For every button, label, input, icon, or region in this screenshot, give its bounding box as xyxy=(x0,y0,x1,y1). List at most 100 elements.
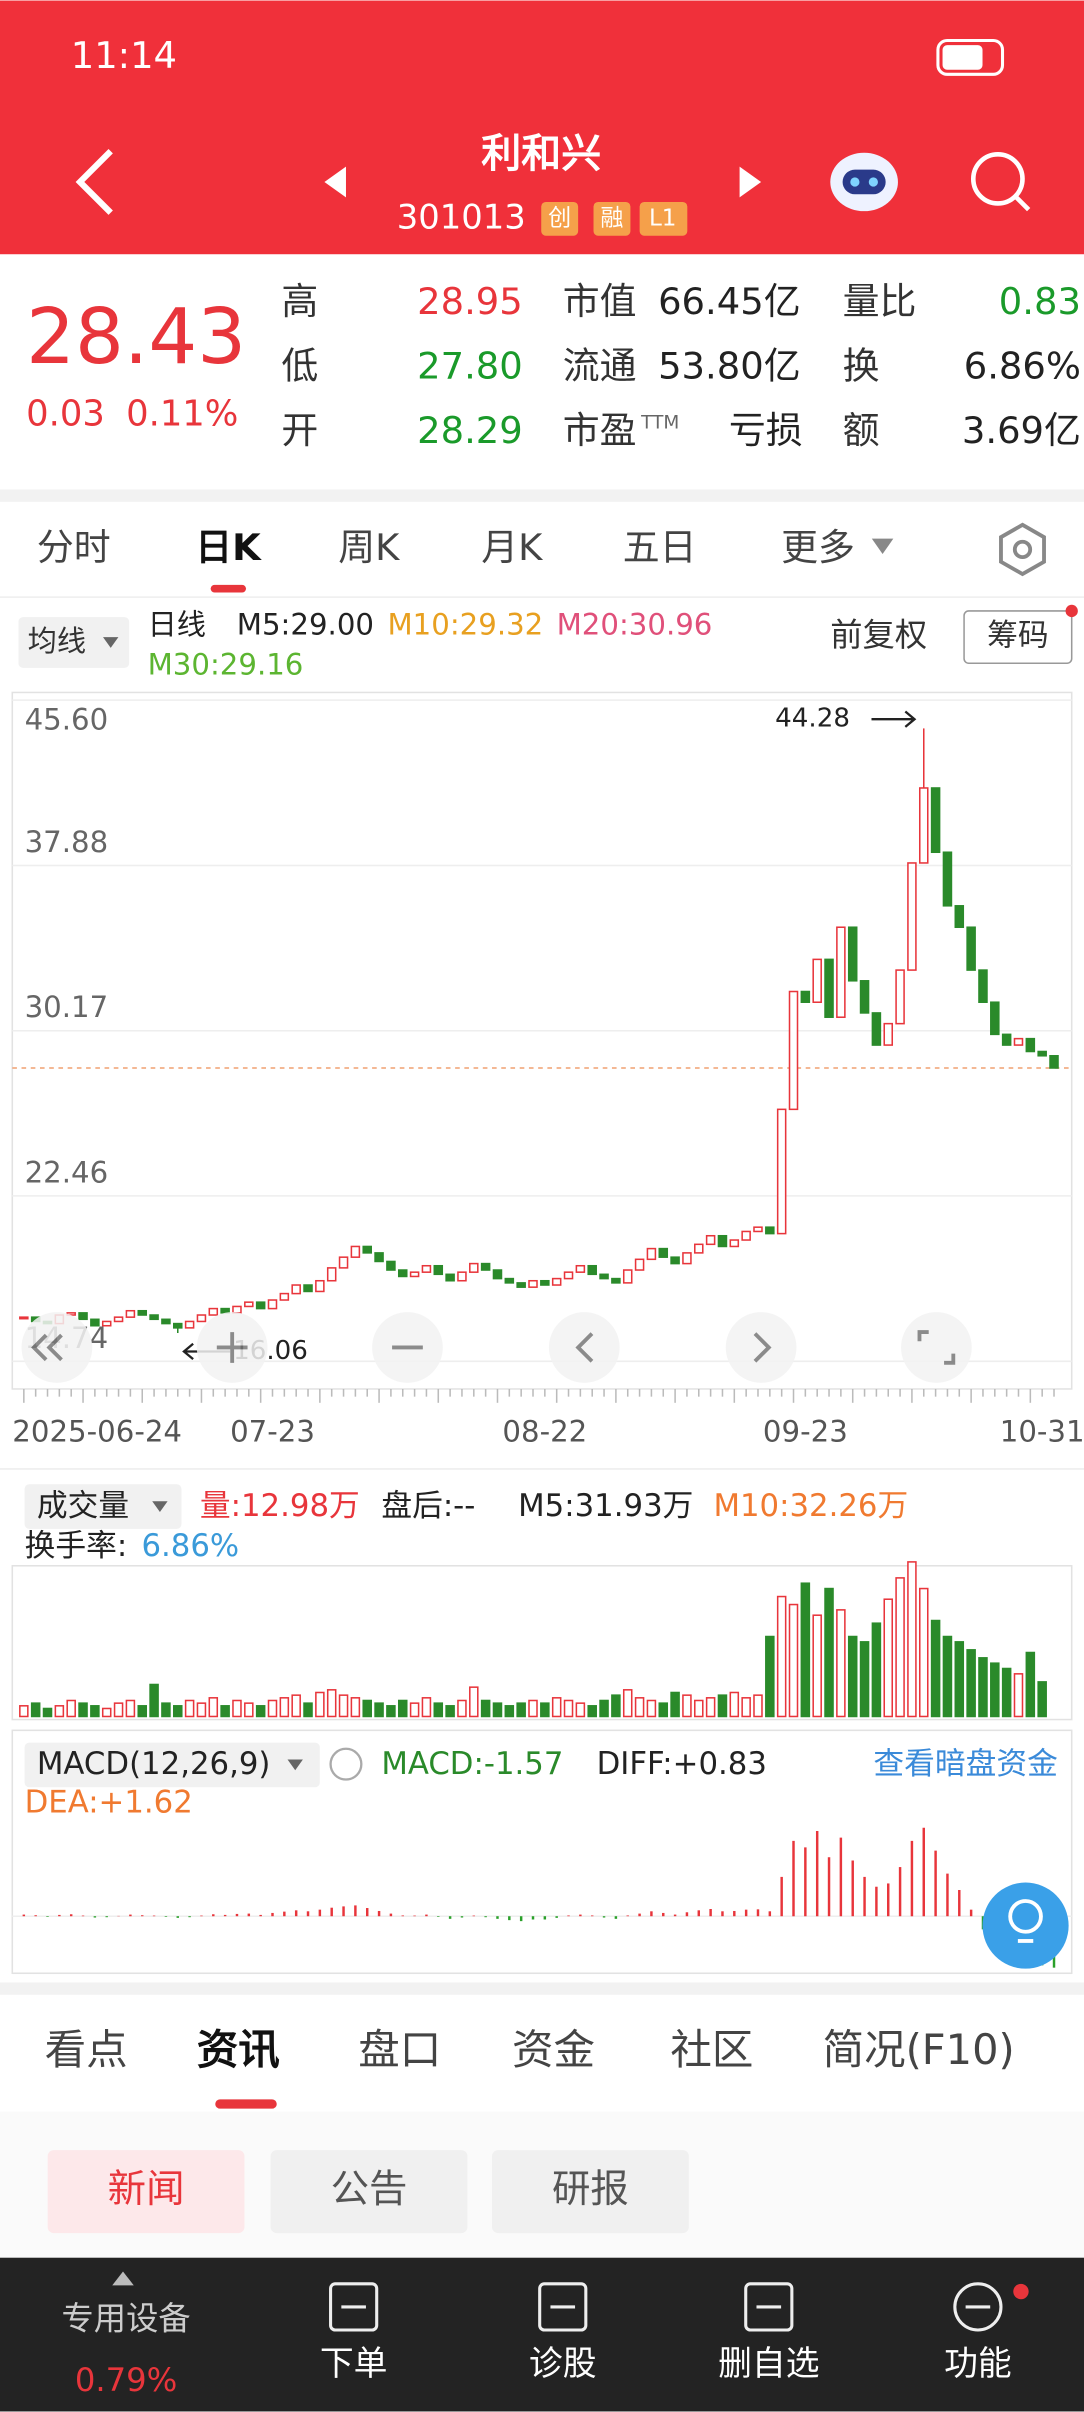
ma-label: M10:29.32 xyxy=(387,607,543,641)
volume-bar xyxy=(847,1635,858,1718)
action-icon[interactable] xyxy=(538,2282,588,2332)
prev-stock[interactable] xyxy=(324,166,346,198)
chart-tabs: 分时 日K 周K 月K 五日 更多 xyxy=(37,526,855,569)
volume-bar xyxy=(682,1694,692,1718)
stat-value: 28.95 xyxy=(417,280,523,323)
indicator: MACD(12,26,9) xyxy=(37,1746,271,1782)
search-icon[interactable] xyxy=(970,151,1031,212)
candle xyxy=(776,1108,787,1235)
volume-bar xyxy=(646,1699,657,1718)
action-icon[interactable] xyxy=(329,2282,379,2332)
info-tab[interactable]: 社区 xyxy=(670,2025,753,2074)
volume-bar xyxy=(1001,1667,1012,1718)
price: 28.43 xyxy=(26,293,246,382)
candle xyxy=(705,1234,716,1246)
volume-bar xyxy=(255,1705,266,1718)
dropdown-arrow xyxy=(287,1759,303,1771)
volume-bar xyxy=(812,1614,822,1718)
sub-tab-bg[interactable] xyxy=(492,2150,689,2234)
volume-bar xyxy=(954,1641,965,1718)
volume-bar xyxy=(137,1705,148,1718)
volume-bar xyxy=(267,1699,278,1718)
ma-legend: M5:29.00 M10:29.32 M20:30.96 M30:29.16 xyxy=(148,607,713,681)
indicator: 成交量 xyxy=(37,1488,129,1524)
info-tabs: 看点 资讯 盘口 资金 社区 简况(F10) xyxy=(45,2025,1015,2074)
robot-icon[interactable] xyxy=(830,152,898,212)
volume: 量:12.98万 xyxy=(200,1488,360,1524)
settings-icon[interactable] xyxy=(999,522,1046,577)
volume-bar xyxy=(232,1699,242,1718)
diff: DIFF:+0.83 xyxy=(597,1746,767,1782)
expand-arrow[interactable] xyxy=(112,2271,134,2286)
volume-bar xyxy=(836,1609,846,1718)
stat-label: 额 xyxy=(843,409,880,452)
candle xyxy=(918,787,929,864)
candle xyxy=(457,1271,467,1282)
next-stock[interactable] xyxy=(739,166,762,198)
sub-tab-bg[interactable] xyxy=(47,2150,245,2234)
actions: 下单 诊股 删自选 功能 xyxy=(320,2282,1012,2383)
volume-bar xyxy=(705,1697,716,1718)
candle xyxy=(1037,1050,1047,1057)
volume-bar xyxy=(409,1702,420,1718)
line-label: 日线 xyxy=(148,607,206,641)
volume-bar xyxy=(978,1657,988,1718)
badge-bg xyxy=(593,201,631,236)
indicator-select[interactable] xyxy=(24,1742,320,1788)
info-tab[interactable]: 盘口 xyxy=(358,2025,441,2074)
candle xyxy=(717,1234,728,1248)
volume-bar xyxy=(303,1702,313,1718)
volume-panel xyxy=(11,1565,1073,1721)
volume-bar xyxy=(421,1697,432,1718)
info-tab[interactable]: 资金 xyxy=(512,2025,595,2074)
volume-bar xyxy=(161,1702,171,1718)
chart-tab[interactable]: 日K xyxy=(195,526,262,569)
action-label: 下单 xyxy=(320,2344,388,2383)
chart-tab[interactable]: 更多 xyxy=(781,526,855,569)
volume-bar xyxy=(741,1697,751,1718)
candle xyxy=(196,1314,207,1323)
after-hours: 盘后:-- xyxy=(381,1488,475,1524)
status-time: 11:14 xyxy=(71,34,177,77)
volume-bar xyxy=(788,1603,799,1718)
indicator-select[interactable] xyxy=(18,617,130,668)
candle xyxy=(883,1022,894,1046)
candle xyxy=(824,958,834,1018)
sub-tab-bg[interactable] xyxy=(270,2150,468,2234)
info-tab[interactable]: 资讯 xyxy=(197,2025,280,2074)
chart-tab[interactable]: 周K xyxy=(338,526,400,569)
back-button[interactable] xyxy=(75,149,113,215)
action-icon[interactable] xyxy=(744,2282,794,2332)
candle xyxy=(161,1318,171,1325)
turnover: 6.86% xyxy=(141,1528,239,1564)
action-icon[interactable] xyxy=(953,2282,1003,2332)
candle xyxy=(528,1279,538,1288)
info-tab[interactable]: 简况(F10) xyxy=(823,2025,1015,2074)
help-icon[interactable] xyxy=(329,1747,363,1781)
candle xyxy=(895,969,905,1025)
volume-bar xyxy=(765,1635,775,1718)
candle xyxy=(184,1320,195,1329)
chart-tab[interactable]: 月K xyxy=(481,526,543,569)
candle xyxy=(303,1284,313,1293)
candle xyxy=(433,1264,444,1276)
stat-label: 开 xyxy=(281,409,318,452)
volume-bar xyxy=(895,1577,905,1718)
volume-bar xyxy=(599,1699,609,1718)
indicator-select[interactable] xyxy=(24,1484,182,1529)
candle xyxy=(729,1239,740,1248)
adjust[interactable]: 前复权 xyxy=(830,616,927,654)
volume-bar xyxy=(350,1697,361,1718)
info-tab[interactable]: 看点 xyxy=(45,2025,128,2074)
x-tick-label: 09-23 xyxy=(763,1415,848,1449)
candle xyxy=(504,1277,515,1284)
candle xyxy=(990,1001,1000,1036)
chips: 筹码 xyxy=(987,618,1049,654)
candle xyxy=(942,851,953,907)
chart-tab[interactable]: 分时 xyxy=(37,526,111,569)
dark-pool-link[interactable]: 查看暗盘资金 xyxy=(873,1746,1058,1782)
chips-button[interactable] xyxy=(963,610,1073,664)
ai-bulb[interactable] xyxy=(982,1882,1069,1969)
chart-tab[interactable]: 五日 xyxy=(623,526,697,569)
